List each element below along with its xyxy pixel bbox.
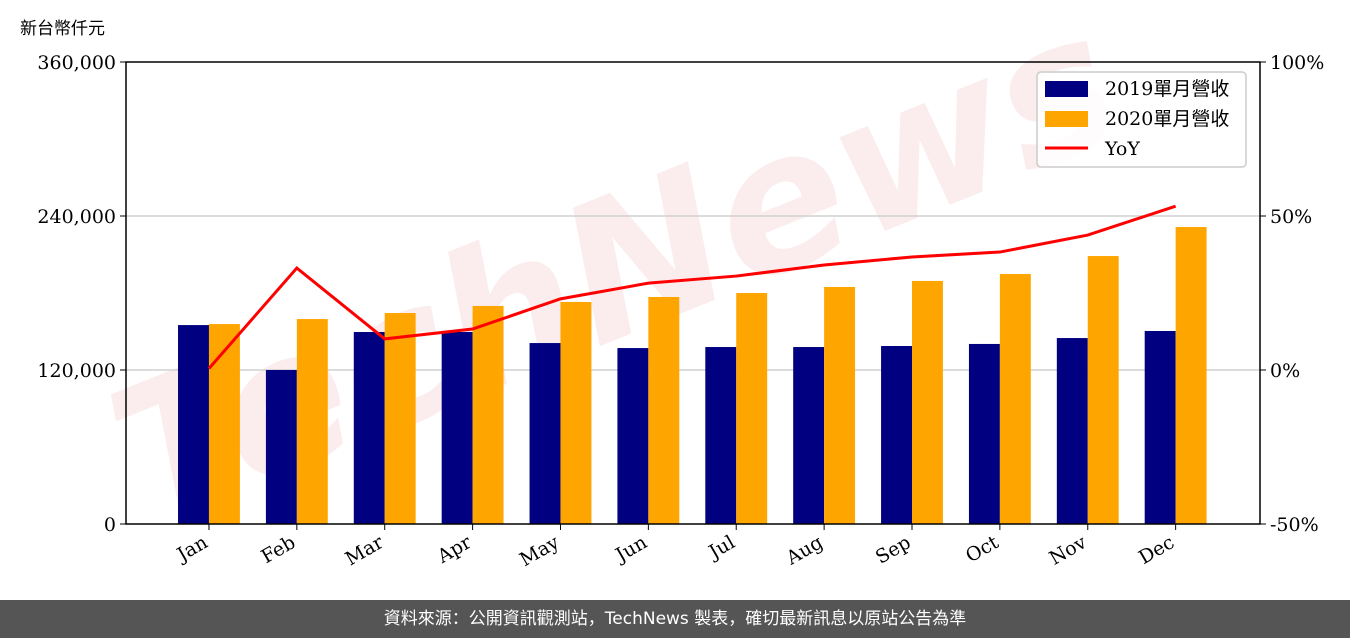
unit-label: 新台幣仟元 bbox=[20, 19, 105, 39]
bar-2020單月營收-Mar bbox=[384, 313, 416, 524]
bar-2019單月營收-Jan bbox=[178, 325, 209, 524]
x-tick-label-Feb: Feb bbox=[258, 531, 300, 568]
bar-2019單月營收-Apr bbox=[441, 332, 473, 524]
left-tick-label: 120,000 bbox=[37, 360, 116, 382]
left-tick-label: 0 bbox=[104, 514, 116, 536]
bar-2020單月營收-Sep bbox=[911, 280, 943, 524]
bar-2019單月營收-Feb bbox=[265, 370, 297, 524]
legend-box bbox=[1036, 71, 1247, 168]
source-footer: 資料來源：公開資訊觀測站，TechNews 製表，確切最新訊息以原站公告為準 bbox=[0, 600, 1350, 638]
bar-2020單月營收-Apr bbox=[472, 305, 504, 524]
bar-2019單月營收-Dec bbox=[1144, 330, 1176, 524]
legend-label-0: 2019單月營收 bbox=[1105, 78, 1229, 100]
revenue-chart: TechNews0120,000240,000360,000-50%0%50%1… bbox=[37, 0, 1324, 571]
legend-swatch-0 bbox=[1045, 81, 1088, 97]
bar-2019單月營收-Sep bbox=[881, 346, 912, 524]
right-tick-label: -50% bbox=[1270, 514, 1319, 536]
bar-2020單月營收-May bbox=[560, 301, 592, 524]
x-tick-label-Dec: Dec bbox=[1135, 531, 1178, 569]
bar-2020單月營收-Nov bbox=[1087, 256, 1119, 524]
x-tick-label-Jul: Jul bbox=[704, 531, 739, 564]
bar-2019單月營收-Mar bbox=[353, 332, 385, 524]
x-tick-label-Mar: Mar bbox=[342, 531, 388, 570]
bar-2019單月營收-May bbox=[529, 343, 561, 524]
x-tick-label-Nov: Nov bbox=[1046, 531, 1091, 570]
bar-2019單月營收-Jun bbox=[617, 348, 649, 524]
x-tick-label-Oct: Oct bbox=[962, 531, 1003, 567]
bar-2020單月營收-Jul bbox=[736, 293, 768, 524]
legend: 2019單月營收 2020單月營收 YoY bbox=[1036, 71, 1247, 168]
bar-2020單月營收-Oct bbox=[999, 274, 1031, 524]
right-tick-label: 50% bbox=[1270, 206, 1312, 228]
bar-2019單月營收-Nov bbox=[1056, 338, 1088, 524]
plot-frame bbox=[125, 61, 1261, 525]
bar-2020單月營收-Feb bbox=[296, 319, 328, 524]
bar-2019單月營收-Oct bbox=[968, 343, 1000, 524]
left-tick-label: 240,000 bbox=[37, 206, 116, 228]
x-tick-label-Aug: Aug bbox=[782, 531, 827, 570]
bar-2020單月營收-Aug bbox=[824, 286, 856, 524]
x-tick-label-Sep: Sep bbox=[872, 531, 915, 568]
left-tick-label: 360,000 bbox=[37, 52, 116, 74]
right-tick-label: 0% bbox=[1270, 360, 1300, 382]
legend-label-2: YoY bbox=[1104, 138, 1140, 160]
yoy-line bbox=[207, 204, 1177, 370]
bar-2020單月營收-Jan bbox=[208, 324, 240, 524]
bar-2020單月營收-Dec bbox=[1175, 227, 1207, 524]
bar-2019單月營收-Aug bbox=[793, 347, 825, 524]
legend-label-1: 2020單月營收 bbox=[1105, 108, 1229, 130]
legend-swatch-1 bbox=[1045, 111, 1088, 127]
bar-2019單月營收-Jul bbox=[705, 347, 737, 524]
x-tick-label-Jun: Jun bbox=[610, 531, 651, 567]
right-tick-label: 100% bbox=[1270, 52, 1324, 74]
x-tick-label-May: May bbox=[516, 531, 563, 571]
x-tick-label-Apr: Apr bbox=[433, 531, 476, 568]
bar-2020單月營收-Jun bbox=[648, 296, 680, 524]
